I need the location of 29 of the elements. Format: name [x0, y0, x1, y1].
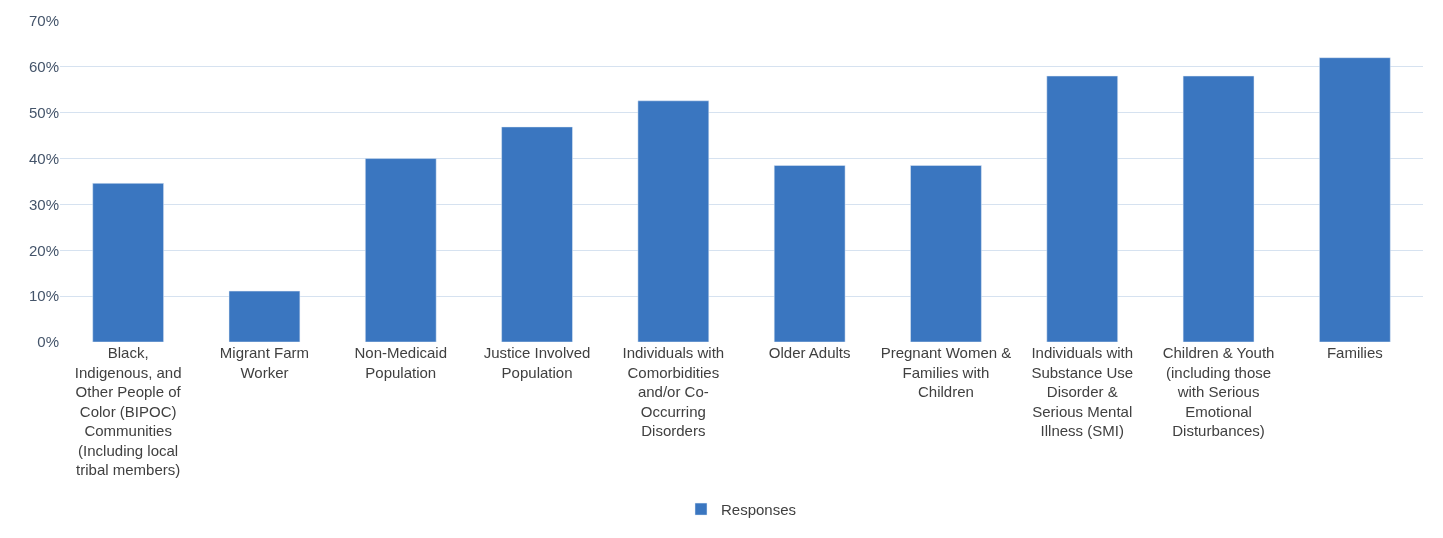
y-tick-label: 10% [28, 287, 59, 305]
x-tick-label: Justice Involved Population [483, 344, 591, 381]
x-tick-label: Black, Indigenous, and Other People of Color (BIPOC) Communities (Including local tribal members) [74, 344, 182, 478]
bar [1319, 57, 1391, 342]
x-tick-label: Older Adults [768, 344, 851, 361]
bar [228, 290, 301, 342]
y-tick-label: 30% [28, 195, 59, 213]
y-tick-label: 70% [28, 12, 59, 30]
bar [501, 126, 573, 342]
y-tick-label: 20% [28, 241, 59, 259]
x-tick-label: Children & Youth (including those with Serious Emotional Disturbances) [1162, 344, 1275, 439]
bar [910, 165, 982, 342]
legend-label: Responses [721, 500, 797, 518]
x-tick-label: Migrant Farm Worker [219, 344, 310, 381]
bar [92, 183, 164, 342]
x-tick-label: Individuals with Substance Use Disorder & Serious Mental Illness (SMI) [1031, 344, 1134, 439]
x-tick-label: Non-Medicaid Population [354, 344, 448, 381]
bar [637, 100, 710, 342]
x-tick-label: Individuals with Comorbidities and/or Co-Occurring Disorders [622, 344, 725, 439]
x-tick-label: Pregnant Women & Families with Children [880, 344, 1012, 400]
bar [1182, 75, 1255, 342]
bar [773, 165, 846, 342]
y-tick-label: 0% [37, 333, 59, 351]
y-tick-label: 50% [28, 103, 59, 121]
x-tick-label: Families [1326, 344, 1383, 361]
y-tick-label: 60% [28, 58, 59, 76]
y-tick-label: 40% [28, 149, 59, 167]
bar [365, 158, 437, 342]
bar [1046, 75, 1118, 342]
